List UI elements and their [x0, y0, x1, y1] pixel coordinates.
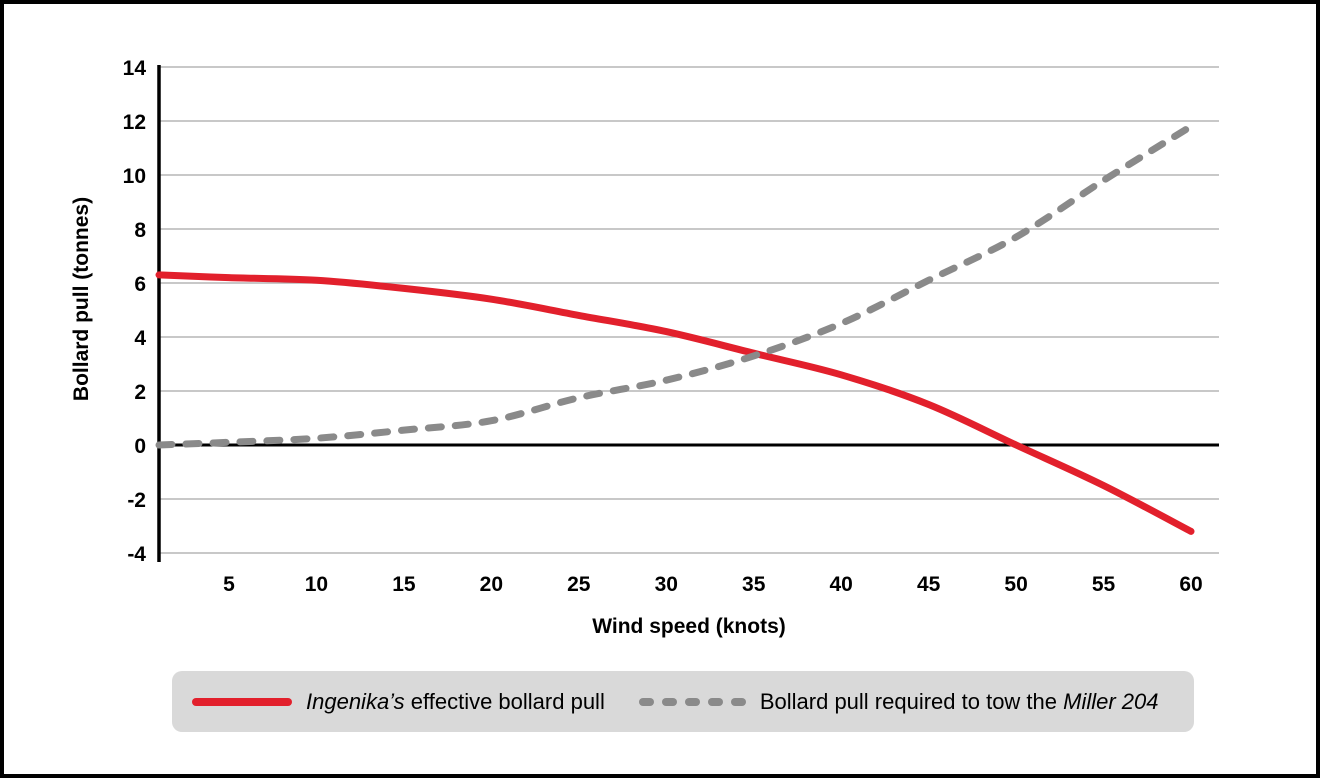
x-tick-label: 10 [305, 573, 328, 596]
x-tick-label: 55 [1092, 573, 1116, 596]
x-axis-title: Wind speed (knots) [592, 615, 786, 638]
x-tick-label: 35 [742, 573, 766, 596]
y-tick-label: 10 [123, 165, 146, 188]
legend-label-ingenika: Ingenika’s effective bollard pull [306, 689, 605, 715]
x-tick-label: 30 [655, 573, 678, 596]
red-line-swatch [192, 697, 292, 706]
x-tick-label: 60 [1179, 573, 1202, 596]
dash-pill [684, 697, 700, 706]
dash-pill [730, 697, 746, 706]
legend-entry-miller: Bollard pull required to tow the Miller … [638, 689, 1159, 715]
series-line-dashed [155, 122, 1195, 449]
y-tick-label: 6 [134, 273, 146, 296]
x-tick-label: 5 [223, 573, 235, 596]
y-tick-label: -2 [127, 489, 146, 512]
gray-dashed-line-swatch [638, 697, 746, 706]
y-tick-label: 8 [134, 219, 146, 242]
y-tick-label: 0 [134, 435, 146, 458]
legend-text: Bollard pull required to tow the [759, 688, 1064, 714]
y-tick-label: 12 [123, 111, 146, 134]
y-tick-label: 14 [123, 57, 147, 80]
legend-entry-ingenika: Ingenika’s effective bollard pull [192, 689, 605, 715]
y-tick-label: 2 [134, 381, 146, 404]
legend-text-italic: Miller 204 [1063, 688, 1159, 714]
x-tick-label: 50 [1004, 573, 1027, 596]
series-line-solid [155, 271, 1195, 535]
dash-pill [661, 697, 677, 706]
legend-text: effective bollard pull [404, 688, 605, 714]
y-tick-label: 4 [134, 327, 146, 350]
x-tick-label: 25 [567, 573, 591, 596]
legend-text-italic: Ingenika’s [306, 688, 405, 714]
dash-pill [638, 697, 654, 706]
dash-pill [707, 697, 723, 706]
y-axis-title: Bollard pull (tonnes) [70, 196, 93, 402]
y-tick-label: -4 [127, 543, 146, 566]
x-tick-label: 15 [392, 573, 416, 596]
x-tick-label: 45 [917, 573, 941, 596]
x-tick-label: 40 [829, 573, 852, 596]
legend: Ingenika’s effective bollard pull Bollar… [172, 671, 1194, 732]
x-tick-label: 20 [480, 573, 503, 596]
legend-label-miller: Bollard pull required to tow the Miller … [760, 689, 1159, 715]
